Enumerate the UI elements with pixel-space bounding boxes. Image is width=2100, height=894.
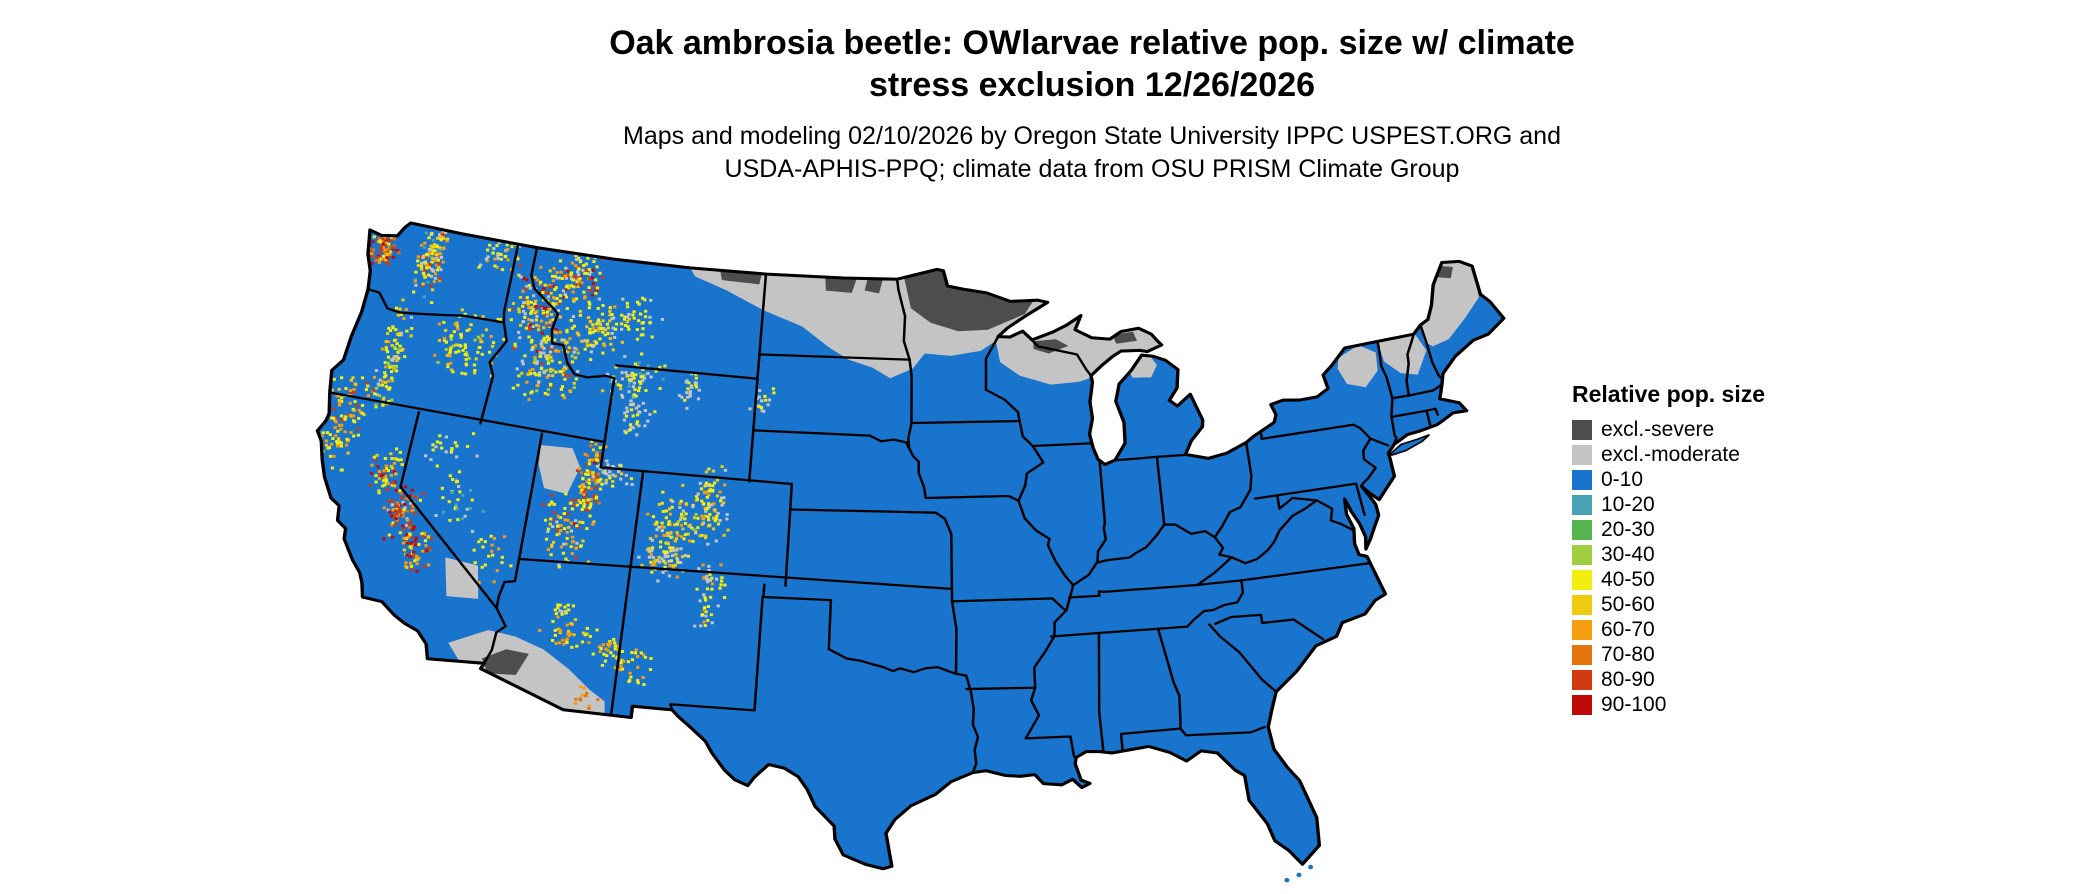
cluster-bighorn-wyoming [677,372,701,410]
legend-item: 50-60 [1572,592,1765,617]
cluster-wind-river-wyoming [622,402,657,437]
legend-item: 20-30 [1572,517,1765,542]
legend-swatch [1572,669,1592,690]
legend-item: 0-10 [1572,467,1765,492]
legend-item-label: excl.-severe [1601,417,1715,441]
island-long-island [1387,433,1430,456]
state-borders [328,243,1444,774]
map-title-line2: stress exclusion 12/26/2026 [868,66,1316,104]
cluster-sky-islands-arizona [573,685,600,710]
legend-swatch [1572,619,1592,640]
island-florida-keys [1284,877,1290,883]
island-florida-keys [1308,864,1314,870]
legend-item-label: 0-10 [1601,467,1644,491]
legend-swatch [1572,544,1592,565]
us-outline [315,221,1506,871]
cluster-glacier-nw-montana [551,254,605,306]
legend-item-label: 90-100 [1601,692,1667,716]
map-subtitle-line1: Maps and modeling 02/10/2026 by Oregon S… [623,122,1561,150]
region-severe-upper-michigan-1 [1033,339,1069,354]
cluster-nevada-ranges-1 [434,470,486,533]
map-subtitle-line2: USDA-APHIS-PPQ; climate data from OSU PR… [724,155,1460,183]
legend-item: 80-90 [1572,667,1765,692]
legend-swatch [1572,444,1592,465]
island-florida-keys [1296,872,1302,878]
cluster-montana-rockies [564,291,631,362]
legend-item: 70-80 [1572,642,1765,667]
cluster-colorado-front-range [688,465,730,546]
cluster-nevada-ranges-3 [424,432,479,478]
region-severe-maine-top [1437,265,1453,279]
region-moderate-vt-nh [1376,331,1427,375]
legend-title: Relative pop. size [1572,381,1766,407]
region-severe-arizona-core [481,649,529,675]
cluster-utah-plateaus [542,492,598,569]
legend-swatch [1572,569,1592,590]
legend-swatch [1572,694,1592,715]
region-moderate-adirondacks [1337,345,1378,388]
legend-item-label: 40-50 [1601,567,1655,591]
region-moderate-utah-desert [538,444,581,494]
map-title: Oak ambrosia beetle: OWlarvae relative p… [84,22,2100,106]
cluster-sangre-de-cristo [693,563,727,628]
legend-item: 90-100 [1572,692,1765,717]
region-moderate-mojave [445,557,479,599]
legend-item-label: 30-40 [1601,542,1655,566]
cluster-nevada-ranges-2 [472,534,513,585]
legend-swatch [1572,419,1592,440]
legend-swatch [1572,644,1592,665]
legend-swatch [1572,469,1592,490]
cluster-central-montana [619,296,665,341]
legend-item-label: 10-20 [1601,492,1655,516]
legend-item: 10-20 [1572,492,1765,517]
legend-item: 40-50 [1572,567,1765,592]
cluster-sierra-central [382,485,426,541]
map-subtitle: Maps and modeling 02/10/2026 by Oregon S… [84,120,2100,186]
us-map [315,221,1506,883]
population-speckles [317,223,776,710]
cluster-oregon-cascades [372,298,414,409]
legend-item-label: excl.-moderate [1601,442,1740,466]
legend-item: 60-70 [1572,617,1765,642]
legend-item-label: 60-70 [1601,617,1655,641]
cluster-white-mountains-arizona [587,637,624,667]
legend: Relative pop. size excl.-severe excl.-mod… [1572,380,1765,717]
legend-items: excl.-severe excl.-moderate 0-10 10-20 20-30… [1572,417,1765,717]
cluster-sierra-south [401,525,434,573]
region-severe-minnesota [899,257,1036,332]
legend-swatch [1572,594,1592,615]
legend-item-label: 80-90 [1601,667,1655,691]
region-moderate-maine [1419,258,1479,347]
region-moderate-southwest-desert [448,629,605,719]
map-title-line1: Oak ambrosia beetle: OWlarvae relative p… [609,24,1575,62]
legend-swatch [1572,494,1592,515]
cluster-sierra-north [368,447,404,503]
cluster-mogollon-arizona [538,615,599,649]
cluster-klamath-siskiyou [321,375,377,438]
legend-item: 30-40 [1572,542,1765,567]
legend-item-label: 20-30 [1601,517,1655,541]
cluster-san-francisco-peaks [553,603,576,616]
cluster-wasatch-utah [570,439,608,526]
legend-item: excl.-moderate [1572,442,1765,467]
legend-swatch [1572,519,1592,540]
cluster-washington-cascades [412,223,458,305]
legend-item-label: 50-60 [1601,592,1655,616]
legend-item: excl.-severe [1572,417,1765,442]
legend-item-label: 70-80 [1601,642,1655,666]
cluster-yellowstone-absaroka [601,352,667,416]
